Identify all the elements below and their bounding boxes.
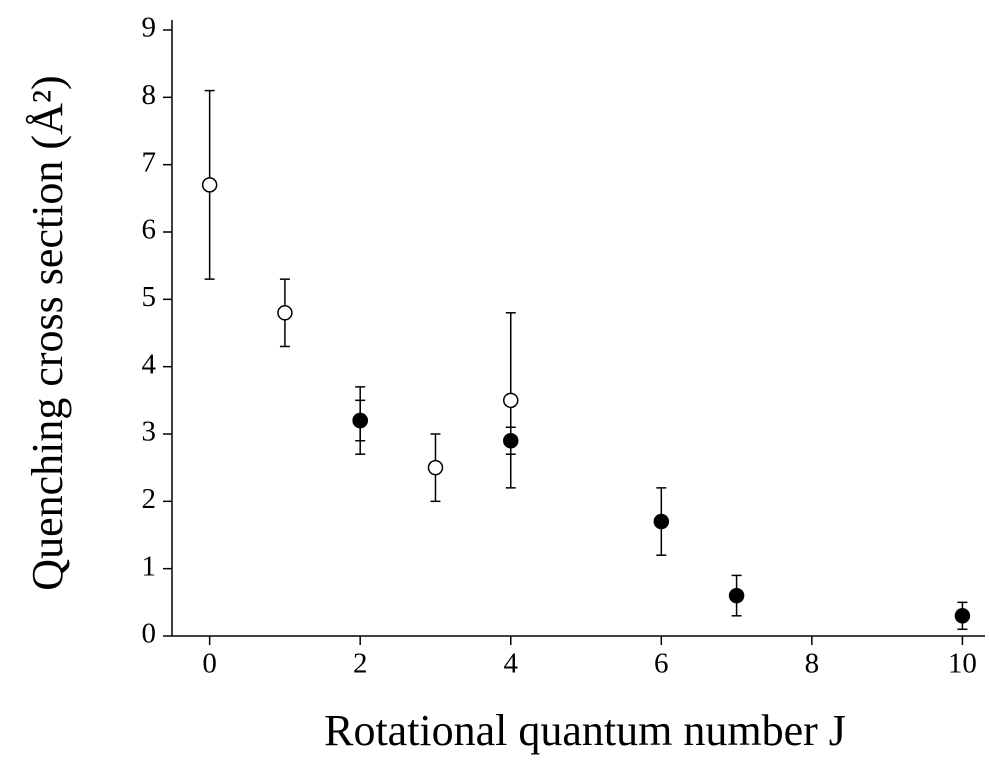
x-tick-label: 8 [805, 648, 820, 680]
point [653, 513, 670, 530]
point [427, 459, 444, 476]
y-axis-label: Quenching cross section (Å²) [23, 75, 72, 590]
y-tick-label: 5 [142, 281, 157, 313]
y-tick-label: 3 [142, 416, 157, 448]
x-tick-label: 4 [504, 648, 519, 680]
point [352, 412, 368, 429]
x-tick-label: 0 [202, 648, 217, 680]
point [503, 432, 519, 449]
x-axis-label: Rotational quantum number J [324, 706, 846, 755]
y-tick-label: 8 [142, 79, 157, 111]
y-tick-label: 1 [142, 550, 157, 582]
point [503, 392, 519, 409]
y-tick-label: 2 [142, 483, 157, 515]
point [277, 305, 293, 321]
point [728, 587, 745, 604]
point [954, 608, 971, 624]
y-tick-label: 9 [142, 12, 157, 44]
y-tick-label: 0 [142, 618, 157, 650]
y-tick-label: 6 [142, 214, 157, 246]
x-tick-label: 2 [353, 648, 368, 680]
y-tick-label: 7 [142, 146, 157, 178]
y-tick-label: 4 [142, 348, 157, 380]
x-tick-label: 6 [654, 648, 669, 680]
point [201, 177, 218, 193]
x-tick-label: 10 [948, 648, 977, 680]
